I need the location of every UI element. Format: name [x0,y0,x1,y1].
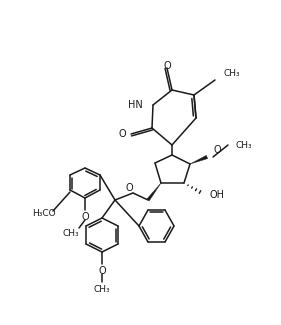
Text: O: O [213,145,221,155]
Polygon shape [190,155,208,164]
Text: CH₃: CH₃ [236,140,253,150]
Text: O: O [81,212,89,222]
Text: CH₃: CH₃ [224,69,241,77]
Text: CH₃: CH₃ [94,285,110,294]
Text: HN: HN [128,100,143,110]
Text: O: O [118,129,126,139]
Text: O: O [98,266,106,276]
Text: OH: OH [210,190,225,200]
Polygon shape [147,183,161,201]
Text: CH₃: CH₃ [63,228,79,238]
Text: O: O [125,183,133,193]
Text: O: O [163,61,171,71]
Text: H₃CO: H₃CO [32,209,56,217]
